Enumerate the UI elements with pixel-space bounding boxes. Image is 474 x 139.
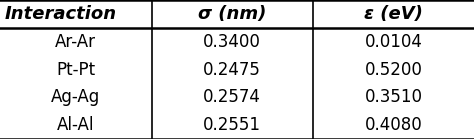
Text: 0.2475: 0.2475 — [203, 60, 261, 79]
Text: 0.5200: 0.5200 — [365, 60, 422, 79]
Text: σ (nm): σ (nm) — [198, 5, 266, 23]
Text: Interaction: Interaction — [5, 5, 117, 23]
Text: 0.4080: 0.4080 — [365, 116, 422, 134]
Text: Ar-Ar: Ar-Ar — [55, 33, 96, 51]
Text: 0.0104: 0.0104 — [365, 33, 422, 51]
Text: Pt-Pt: Pt-Pt — [56, 60, 95, 79]
Text: 0.3510: 0.3510 — [365, 88, 422, 106]
Text: 0.3400: 0.3400 — [203, 33, 261, 51]
Text: 0.2574: 0.2574 — [203, 88, 261, 106]
Text: Ag-Ag: Ag-Ag — [51, 88, 100, 106]
Text: 0.2551: 0.2551 — [203, 116, 261, 134]
Text: Al-Al: Al-Al — [57, 116, 95, 134]
Text: ε (eV): ε (eV) — [364, 5, 423, 23]
